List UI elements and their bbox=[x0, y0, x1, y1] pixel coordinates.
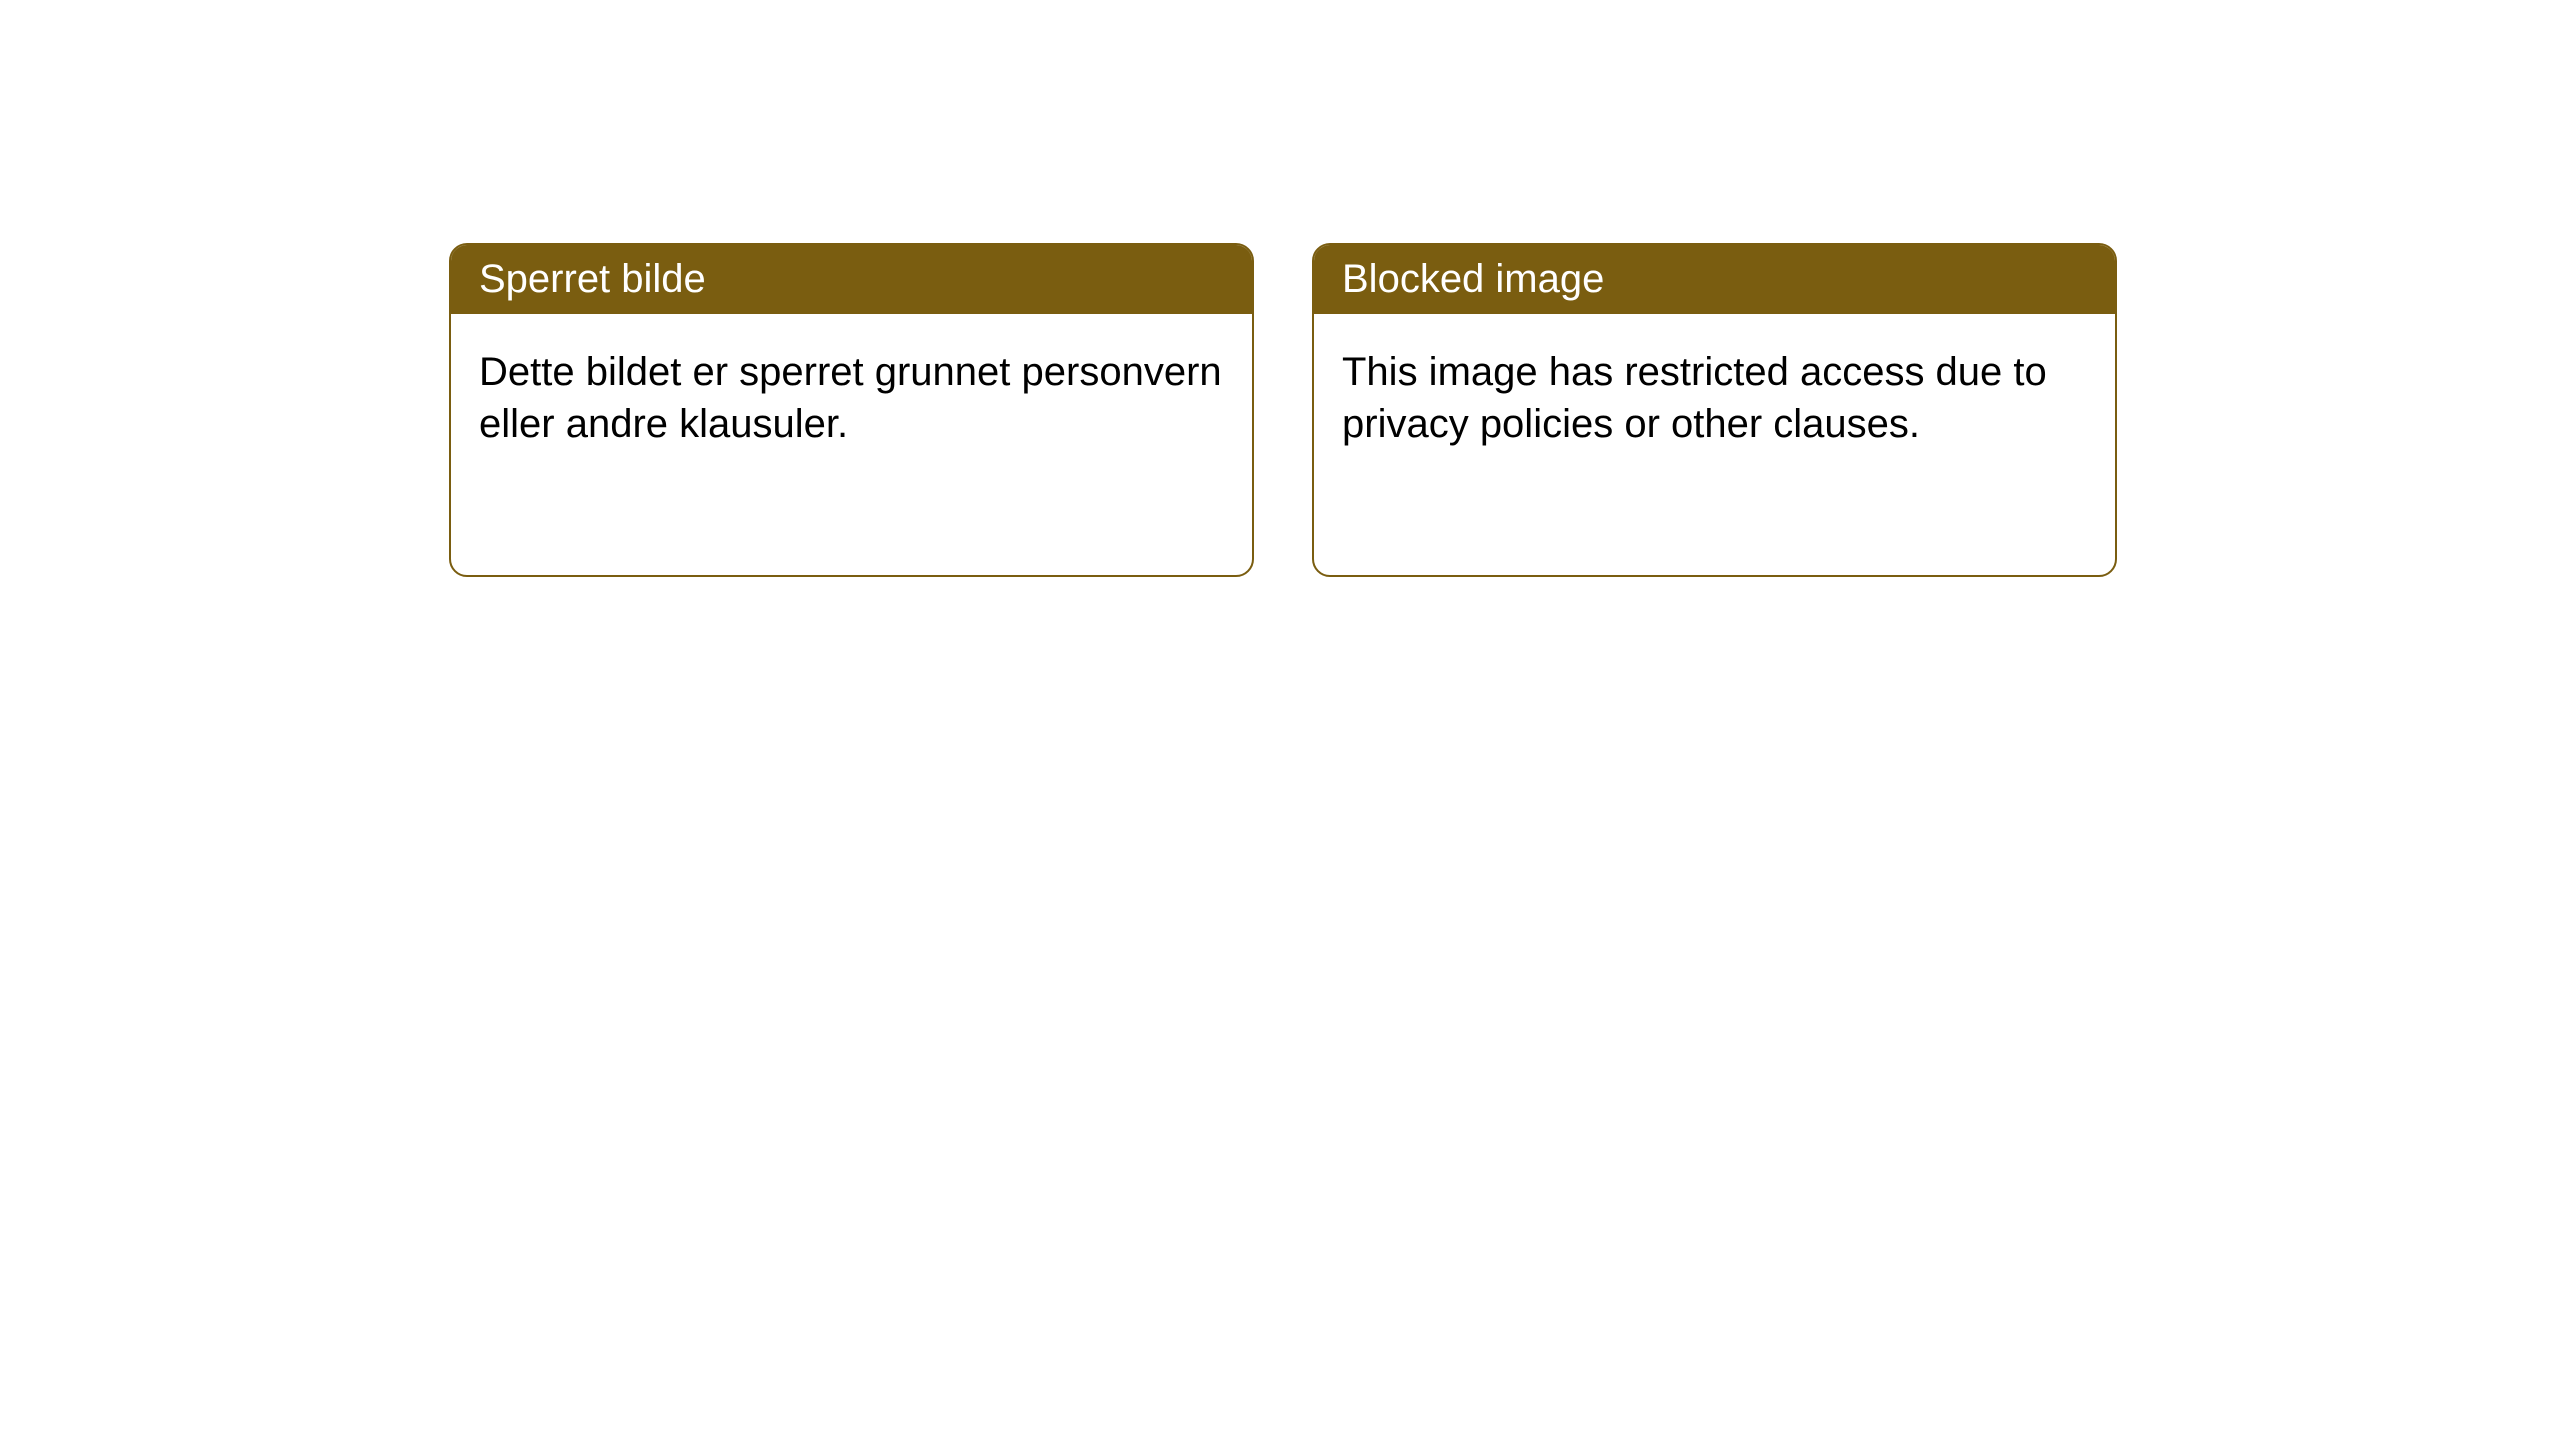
card-body-no: Dette bildet er sperret grunnet personve… bbox=[451, 314, 1252, 482]
card-body-text-no: Dette bildet er sperret grunnet personve… bbox=[479, 350, 1222, 446]
card-body-en: This image has restricted access due to … bbox=[1314, 314, 2115, 482]
card-header-en: Blocked image bbox=[1314, 245, 2115, 314]
card-title-no: Sperret bilde bbox=[479, 257, 706, 301]
card-header-no: Sperret bilde bbox=[451, 245, 1252, 314]
card-body-text-en: This image has restricted access due to … bbox=[1342, 350, 2047, 446]
cards-container: Sperret bilde Dette bildet er sperret gr… bbox=[0, 0, 2560, 577]
blocked-image-card-en: Blocked image This image has restricted … bbox=[1312, 243, 2117, 577]
card-title-en: Blocked image bbox=[1342, 257, 1604, 301]
blocked-image-card-no: Sperret bilde Dette bildet er sperret gr… bbox=[449, 243, 1254, 577]
